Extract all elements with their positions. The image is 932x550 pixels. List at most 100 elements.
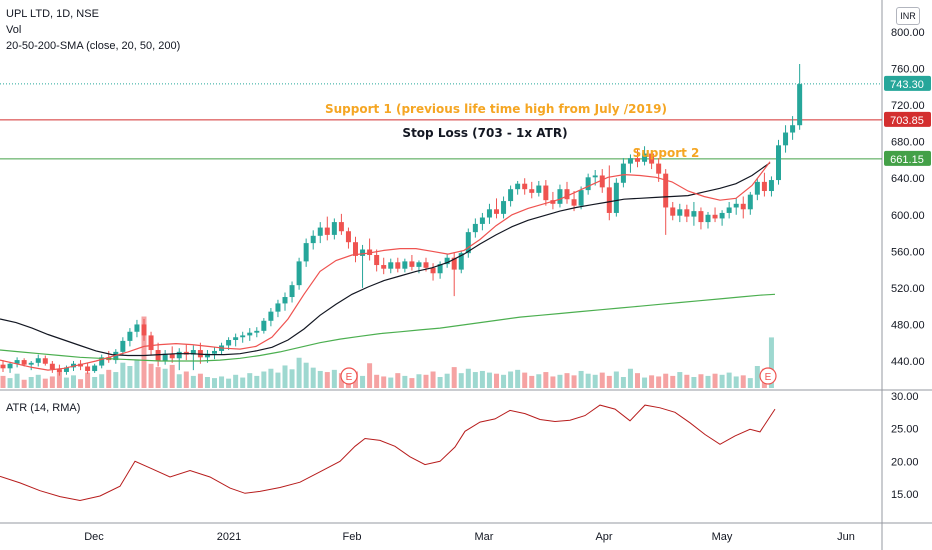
volume-bar [754, 366, 760, 388]
volume-bar [444, 373, 450, 388]
candle-body [261, 320, 267, 331]
candle-body [444, 257, 450, 265]
sma20-line [0, 161, 771, 371]
candle-body [21, 360, 27, 365]
volume-bar [494, 373, 499, 388]
candle-body [430, 267, 436, 274]
candle-body [85, 366, 91, 372]
volume-bar [141, 316, 147, 388]
time-axis-label: Apr [595, 531, 612, 543]
price-tick-label: 680.00 [891, 137, 925, 149]
candle-body [388, 262, 394, 269]
candle-body [423, 262, 429, 268]
price-tick-label: 640.00 [891, 173, 925, 185]
candle-body [712, 214, 718, 219]
time-axis-label: Mar [475, 531, 494, 543]
atr-tick-label: 15.00 [891, 489, 919, 501]
volume-bar [437, 377, 443, 388]
volume-bar [635, 373, 640, 388]
volume-bar [148, 363, 154, 388]
volume-bar [183, 371, 189, 388]
volume-bar [430, 371, 436, 388]
volume-bar [162, 368, 168, 388]
volume-bar [585, 373, 591, 388]
volume-bar [338, 373, 344, 388]
earnings-marker: E [759, 367, 777, 385]
volume-bar [35, 374, 41, 388]
volume-bar [599, 372, 605, 388]
candle-body [416, 262, 422, 267]
volume-bar [768, 337, 774, 388]
earnings-label: E [765, 372, 772, 383]
candle-body [14, 360, 20, 364]
candle-body [56, 369, 62, 372]
candle-body [733, 203, 739, 208]
candle-body [613, 182, 619, 213]
volume-bar [479, 370, 485, 388]
volume-bar [226, 378, 232, 388]
volume-bar [190, 375, 196, 388]
volume-bar [733, 376, 739, 388]
volume-bar [613, 371, 619, 388]
volume-bar [395, 373, 401, 388]
candle-body [458, 253, 464, 270]
volume-bar [620, 377, 626, 388]
resistance-price-tag: 703.85 [890, 115, 924, 127]
volume-bar [747, 378, 753, 388]
volume-bar [268, 368, 274, 388]
candle-body [233, 337, 239, 340]
candle-body [797, 84, 803, 126]
volume-bar [317, 370, 323, 388]
volume-bar [63, 377, 69, 388]
volume-bar [522, 372, 528, 388]
volume-bar [663, 373, 669, 388]
candle-body [740, 203, 746, 210]
volume-bar [458, 373, 464, 388]
candle-body [677, 209, 683, 216]
volume-bar [28, 377, 34, 388]
candle-body [472, 223, 478, 233]
candle-body [296, 261, 302, 286]
currency-badge[interactable]: INR [896, 7, 920, 25]
volume-bar [106, 369, 112, 388]
volume-bar [169, 364, 175, 388]
candle-body [120, 340, 126, 352]
sma50-line [0, 162, 771, 357]
volume-bar [303, 362, 309, 388]
volume-bar [7, 378, 13, 388]
volume-bar [176, 374, 182, 388]
resistance-price-tag-bg [884, 111, 931, 127]
volume-bar [698, 374, 704, 388]
candle-body [649, 153, 655, 164]
volume-bar [113, 372, 119, 388]
candle-body [127, 331, 133, 341]
volume-bar [282, 365, 288, 388]
symbol-title: UPL LTD, 1D, NSE [6, 8, 99, 20]
candle-body [212, 350, 217, 354]
volume-bar [99, 374, 105, 388]
candle-body [0, 364, 6, 369]
volume-bar [212, 378, 217, 388]
candle-body [550, 200, 556, 204]
support2-annotation: Support 2 [633, 146, 700, 160]
volume-bar [14, 373, 20, 388]
candle-body [310, 235, 316, 244]
candle-body [345, 231, 351, 243]
volume-bar [726, 372, 732, 388]
candle-body [402, 261, 408, 269]
candle-body [240, 335, 246, 338]
candle-body [317, 227, 323, 236]
candle-body [592, 175, 598, 178]
price-tick-label: 800.00 [891, 27, 925, 39]
volume-bar [501, 374, 507, 388]
stop-loss-annotation: Stop Loss (703 - 1x ATR) [402, 126, 567, 140]
candle-body [353, 242, 358, 256]
candle-body [226, 339, 232, 346]
candle-body [486, 209, 492, 218]
candle-body [465, 232, 471, 254]
candle-body [642, 153, 648, 162]
volume-bar [670, 375, 676, 388]
volume-bar [78, 379, 84, 388]
volume-bar [240, 377, 246, 388]
